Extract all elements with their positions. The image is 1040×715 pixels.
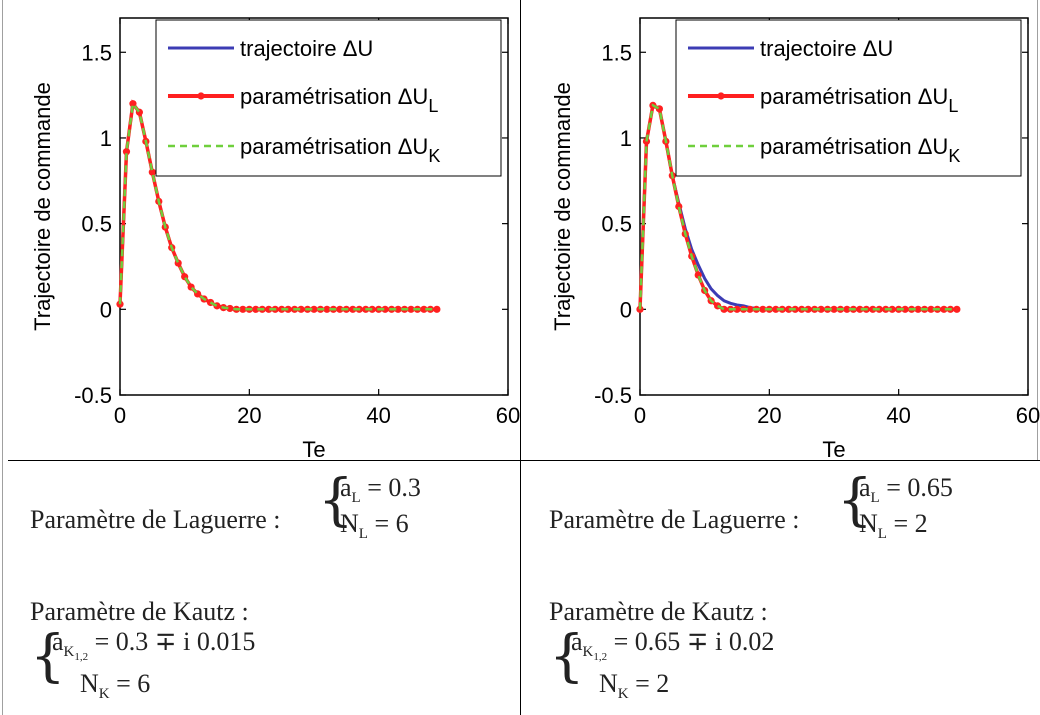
table-border-middle: [520, 0, 521, 715]
series-point-parametrisation-L: [817, 305, 825, 313]
series-point-parametrisation-L: [733, 305, 741, 313]
laguerre-brace: {: [837, 468, 873, 533]
kautz-label: Paramètre de Kautz :: [549, 597, 768, 626]
kautz-n-eq: NK = 6: [80, 669, 151, 703]
series-point-parametrisation-L: [759, 305, 767, 313]
series-point-parametrisation-L: [394, 305, 402, 313]
y-tick-label: 1.5: [601, 40, 632, 65]
series-point-parametrisation-L: [122, 148, 131, 156]
table-border-left: [2, 0, 3, 715]
series-line-parametrisation-K: [638, 103, 957, 311]
series-point-parametrisation-L: [336, 305, 344, 313]
series-point-parametrisation-L: [940, 305, 948, 313]
series-point-parametrisation-L: [265, 305, 273, 313]
x-axis-label: Te: [302, 437, 325, 460]
series-point-parametrisation-L: [297, 305, 305, 313]
series-point-parametrisation-L: [888, 305, 896, 313]
x-tick-label: 0: [114, 403, 126, 428]
series-point-parametrisation-L: [830, 305, 838, 313]
x-tick-label: 0: [634, 403, 646, 428]
laguerre-n-eq: NL = 6: [340, 509, 409, 543]
kautz-brace: {: [549, 624, 585, 689]
kautz-a-eq: aK1,2 = 0.3 ∓ i 0.015: [52, 627, 256, 664]
kautz-label: Paramètre de Kautz :: [30, 597, 249, 626]
legend-label: trajectoire ΔU: [240, 36, 373, 61]
axes-box: [639, 17, 1029, 396]
x-tick-label: 60: [496, 403, 520, 428]
laguerre-n-eq: NL = 2: [859, 509, 928, 543]
laguerre-label: Paramètre de Laguerre :: [30, 505, 281, 534]
series-point-parametrisation-L: [636, 305, 644, 313]
series-point-parametrisation-L: [252, 305, 260, 313]
series-point-parametrisation-L: [785, 305, 793, 313]
kautz-n-eq: NK = 2: [599, 669, 670, 703]
laguerre-brace: {: [318, 468, 354, 533]
series-line-parametrisation-K: [118, 100, 437, 311]
y-tick-label: 0: [620, 297, 632, 322]
laguerre-a-eq: aL = 0.65: [859, 473, 953, 507]
series-point-parametrisation-L: [843, 305, 851, 313]
y-tick-label: 1.5: [81, 40, 112, 65]
x-tick-label: 40: [886, 403, 910, 428]
y-axis-label: Trajectoire de commande: [550, 82, 575, 331]
legend-swatch-marker: [197, 92, 205, 100]
series-point-parametrisation-L: [927, 305, 935, 313]
table-row-divider: [8, 460, 1040, 461]
axes-box: [119, 17, 509, 396]
y-axis-label: Trajectoire de commande: [30, 82, 55, 331]
series-point-parametrisation-L: [310, 305, 318, 313]
laguerre-label: Paramètre de Laguerre :: [549, 505, 800, 534]
series-point-parametrisation-L: [804, 305, 812, 313]
table-border-right: [1037, 0, 1038, 460]
kautz-brace: {: [30, 624, 66, 689]
x-tick-label: 20: [757, 403, 781, 428]
series-point-parametrisation-L: [746, 305, 754, 313]
series-point-parametrisation-L: [901, 305, 909, 313]
kautz-a-eq: aK1,2 = 0.65 ∓ i 0.02: [571, 627, 775, 664]
series-point-parametrisation-L: [349, 305, 357, 313]
series-point-parametrisation-L: [772, 305, 780, 313]
series-point-parametrisation-L: [433, 305, 441, 313]
series-point-parametrisation-L: [420, 305, 428, 313]
x-tick-label: 20: [237, 403, 261, 428]
x-tick-label: 40: [366, 403, 390, 428]
series-point-parametrisation-L: [407, 305, 415, 313]
caption-left: Paramètre de Laguerre : { aL = 0.3 NL = …: [0, 461, 520, 715]
y-tick-label: 0.5: [81, 212, 112, 237]
legend-label: trajectoire ΔU: [760, 36, 893, 61]
series-point-parametrisation-L: [129, 100, 137, 108]
series-point-parametrisation-L: [856, 305, 864, 313]
series-point-parametrisation-L: [381, 305, 389, 313]
x-tick-label: 60: [1016, 403, 1040, 428]
series-point-parametrisation-L: [675, 202, 683, 211]
y-tick-label: -0.5: [74, 383, 112, 408]
y-tick-label: 0.5: [601, 212, 632, 237]
y-tick-label: -0.5: [594, 383, 632, 408]
x-axis-label: Te: [822, 437, 845, 460]
y-tick-label: 0: [100, 297, 112, 322]
legend-swatch-marker: [717, 92, 725, 100]
y-tick-label: 1: [100, 126, 112, 151]
series-point-parametrisation-L: [226, 304, 234, 313]
series-point-parametrisation-L: [148, 168, 156, 176]
series-point-parametrisation-L: [323, 305, 331, 313]
series-point-parametrisation-L: [914, 305, 922, 313]
y-tick-label: 1: [620, 126, 632, 151]
caption-right: Paramètre de Laguerre : { aL = 0.65 NL =…: [521, 461, 1040, 715]
laguerre-a-eq: aL = 0.3: [340, 473, 421, 507]
series-point-parametrisation-L: [239, 305, 247, 313]
